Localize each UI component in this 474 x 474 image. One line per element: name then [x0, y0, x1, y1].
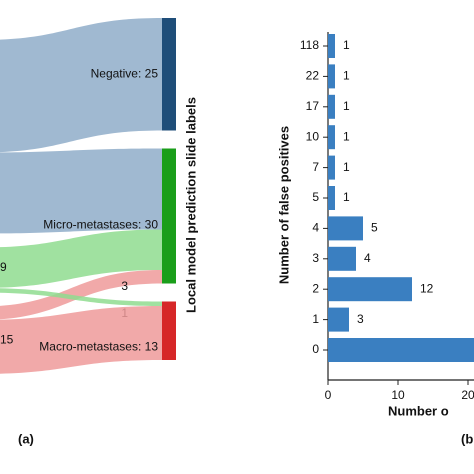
- bar: [328, 216, 363, 241]
- sankey-link: [0, 288, 162, 306]
- panel-label: (a): [18, 431, 34, 446]
- sankey-link: [0, 18, 162, 153]
- y-tick-label: 4: [312, 221, 319, 235]
- sankey-link: [0, 270, 162, 320]
- y-tick-label: 5: [312, 190, 319, 204]
- sankey-link: [0, 306, 162, 374]
- link-label: 3: [121, 279, 128, 293]
- axis-title: Local model prediction slide labels: [183, 97, 198, 313]
- y-tick-label: 0: [312, 342, 319, 356]
- x-tick-label: 20: [461, 388, 474, 402]
- bar: [328, 94, 335, 119]
- y-tick-label: 7: [312, 160, 319, 174]
- value-label: 1: [343, 129, 350, 143]
- value-label: 1: [343, 38, 350, 52]
- y-tick-label: 17: [306, 99, 320, 113]
- node-label: Negative: 25: [91, 66, 159, 80]
- y-tick-label: 10: [306, 129, 320, 143]
- sankey-node: [162, 301, 176, 360]
- panel-label: (b: [461, 431, 473, 446]
- bar: [328, 307, 349, 332]
- bar: [328, 246, 356, 271]
- y-tick-label: 2: [312, 281, 319, 295]
- source-label: 15: [0, 332, 14, 346]
- bar: [328, 155, 335, 180]
- axis-title: Number o: [388, 403, 449, 418]
- value-label: 4: [364, 251, 371, 265]
- bar: [328, 64, 335, 89]
- y-tick-label: 118: [300, 38, 319, 52]
- value-label: 1: [343, 99, 350, 113]
- value-label: 1: [343, 69, 350, 83]
- sankey-link: [0, 148, 162, 234]
- value-label: 5: [371, 221, 378, 235]
- sankey-node: [162, 148, 176, 284]
- axis-title: Number of false positives: [276, 126, 291, 284]
- sankey-link: [0, 229, 162, 288]
- value-label: 1: [343, 160, 350, 174]
- link-label: 9: [0, 260, 7, 274]
- bar: [328, 338, 474, 362]
- bar: [328, 277, 412, 302]
- y-tick-label: 3: [312, 251, 319, 265]
- value-label: 1: [343, 190, 350, 204]
- y-tick-label: 22: [306, 69, 320, 83]
- bar: [328, 186, 335, 210]
- bar: [328, 34, 335, 58]
- value-label: 12: [420, 281, 434, 295]
- x-tick-label: 10: [391, 388, 405, 402]
- node-label: Macro-metastases: 13: [39, 339, 158, 353]
- x-tick-label: 0: [325, 388, 332, 402]
- y-tick-label: 1: [312, 312, 319, 326]
- sankey-node: [162, 18, 176, 131]
- value-label: 3: [357, 312, 364, 326]
- bar: [328, 125, 335, 150]
- node-label: Micro-metastases: 30: [43, 218, 158, 232]
